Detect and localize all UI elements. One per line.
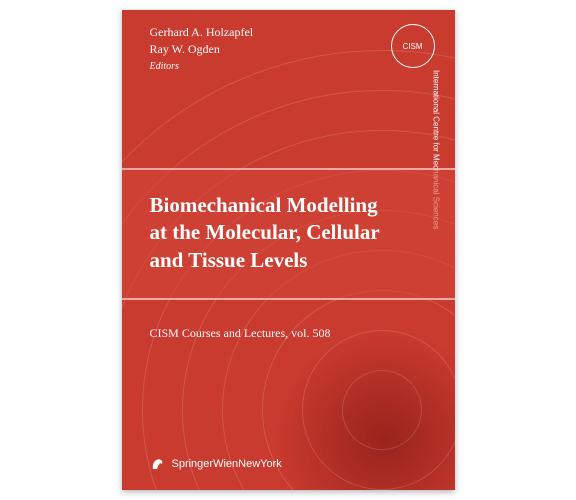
- editor-name-2: Ray W. Ogden: [150, 41, 254, 58]
- title-line-3: and Tissue Levels: [150, 247, 427, 274]
- cism-abbrev: CISM: [403, 42, 423, 51]
- publisher-block: SpringerWienNewYork: [150, 456, 282, 472]
- title-line-1: Biomechanical Modelling: [150, 192, 427, 219]
- publisher-name: SpringerWienNewYork: [172, 458, 282, 470]
- title-band: Biomechanical Modelling at the Molecular…: [122, 168, 455, 300]
- title-line-2: at the Molecular, Cellular: [150, 219, 427, 246]
- book-title: Biomechanical Modelling at the Molecular…: [150, 192, 427, 274]
- book-cover: Gerhard A. Holzapfel Ray W. Ogden Editor…: [122, 10, 455, 490]
- editors-block: Gerhard A. Holzapfel Ray W. Ogden Editor…: [150, 24, 254, 74]
- cism-logo-icon: CISM: [391, 24, 435, 68]
- editor-name-1: Gerhard A. Holzapfel: [150, 24, 254, 41]
- editors-role: Editors: [150, 60, 254, 74]
- series-subtitle: CISM Courses and Lectures, vol. 508: [150, 326, 331, 341]
- springer-horse-icon: [150, 456, 166, 472]
